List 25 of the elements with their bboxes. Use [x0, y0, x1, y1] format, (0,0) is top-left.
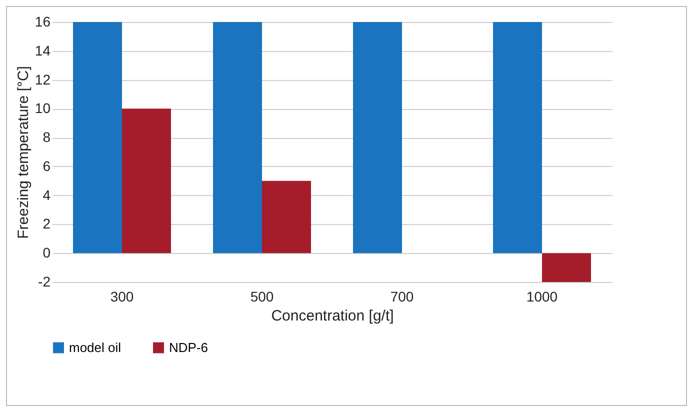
bar: [213, 22, 262, 254]
y-tick-label: 0: [42, 244, 51, 261]
y-tick-label: 12: [34, 71, 51, 88]
x-tick-label: 500: [250, 288, 274, 304]
y-tick-label: 10: [34, 100, 51, 116]
legend-label: NDP-6: [169, 340, 208, 355]
x-tick-label: 1000: [526, 288, 558, 304]
legend-label: model oil: [69, 340, 122, 355]
bar: [353, 22, 402, 254]
y-tick-label: 8: [42, 129, 51, 146]
bar: [73, 22, 122, 254]
y-tick-label: 6: [42, 158, 51, 174]
y-tick-label: -2: [38, 274, 51, 290]
x-axis-title: Concentration [g/t]: [271, 308, 394, 324]
y-tick-label: 16: [34, 14, 51, 30]
bar: [122, 108, 171, 254]
bar: [542, 253, 591, 282]
y-tick-label: 2: [42, 216, 51, 232]
x-tick-label: 300: [110, 288, 134, 304]
bar: [262, 180, 311, 254]
y-axis-title: Freezing temperature [°C]: [14, 66, 32, 239]
x-tick-label: 700: [390, 288, 414, 304]
y-tick-label: 14: [34, 42, 51, 58]
bar: [493, 22, 542, 254]
y-tick-label: 4: [42, 186, 51, 203]
